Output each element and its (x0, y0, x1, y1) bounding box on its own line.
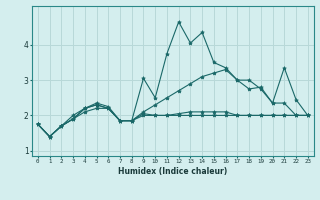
X-axis label: Humidex (Indice chaleur): Humidex (Indice chaleur) (118, 167, 228, 176)
